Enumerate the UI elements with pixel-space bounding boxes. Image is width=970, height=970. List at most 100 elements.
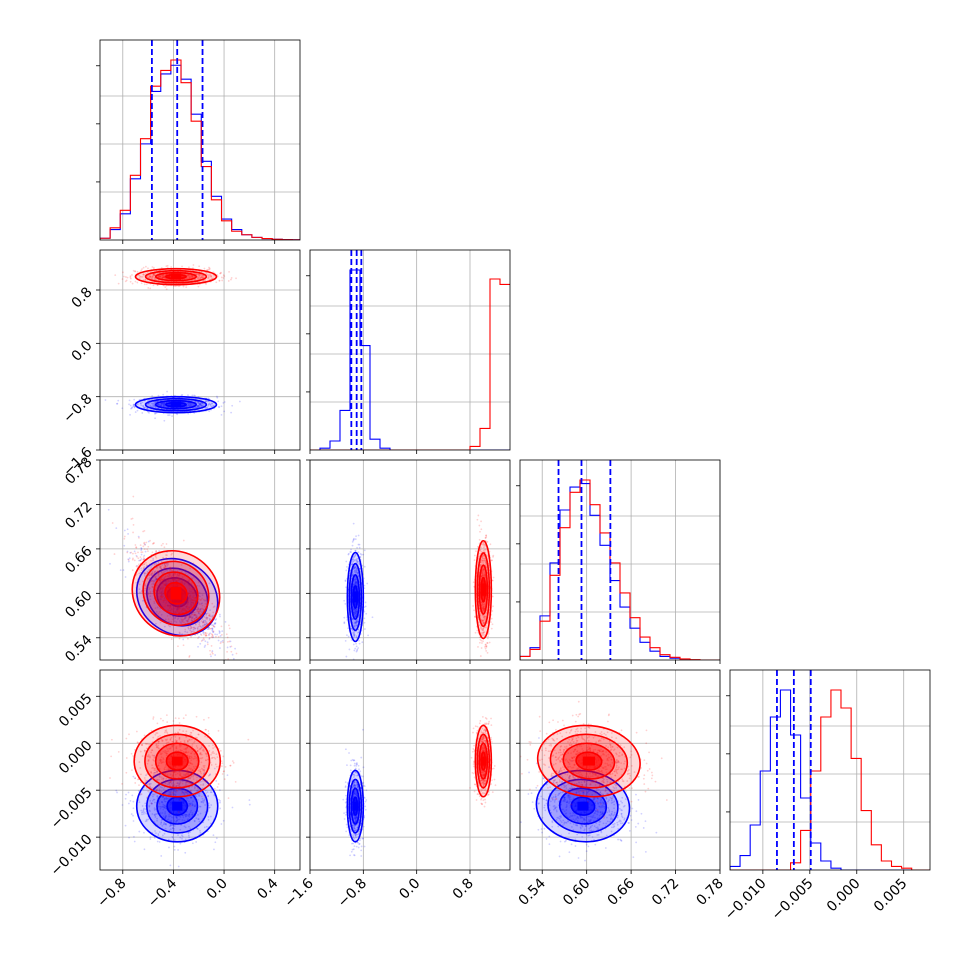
scatter-point-b xyxy=(188,571,190,574)
scatter-point-a xyxy=(197,607,200,610)
scatter-point-a xyxy=(124,824,127,827)
scatter-point-b xyxy=(142,266,145,269)
scatter-point-b xyxy=(227,280,230,282)
scatter-point-a xyxy=(192,628,195,631)
scatter-point-b xyxy=(194,634,197,636)
scatter-point-a xyxy=(162,393,165,396)
scatter-point-b xyxy=(162,599,164,602)
scatter-point-a xyxy=(356,546,358,549)
scatter-point-a xyxy=(356,559,359,562)
scatter-point-b xyxy=(162,276,164,278)
scatter-point-b xyxy=(186,605,188,608)
scatter-point-b xyxy=(198,620,201,623)
scatter-point-b xyxy=(203,633,205,636)
scatter-point-b xyxy=(206,643,209,646)
scatter-point-a xyxy=(183,618,186,621)
scatter-point-b xyxy=(201,276,204,279)
scatter-point-b xyxy=(198,585,201,587)
scatter-point-a xyxy=(141,599,144,602)
scatter-point-a xyxy=(352,633,355,636)
scatter-point-a xyxy=(209,403,212,406)
scatter-point-a xyxy=(179,842,182,845)
scatter-point-b xyxy=(138,568,141,571)
scatter-point-a xyxy=(165,562,168,565)
scatter-point-a xyxy=(123,544,126,547)
scatter-point-a xyxy=(198,612,200,614)
scatter-point-a xyxy=(152,559,154,562)
scatter-point-a xyxy=(362,553,365,556)
scatter-point-a xyxy=(201,602,204,605)
scatter-point-a xyxy=(152,582,155,585)
scatter-point-b xyxy=(180,611,182,614)
scatter-point-b xyxy=(113,553,116,555)
scatter-point-b xyxy=(197,602,200,605)
scatter-point-b xyxy=(145,564,148,567)
scatter-point-b xyxy=(160,596,163,599)
scatter-point-b xyxy=(167,609,170,611)
scatter-point-b xyxy=(179,615,182,617)
scatter-point-a xyxy=(159,579,161,582)
scatter-point-b xyxy=(163,571,165,573)
scatter-point-b xyxy=(212,625,215,628)
scatter-point-b xyxy=(187,626,190,629)
scatter-point-a xyxy=(221,639,224,642)
scatter-point-b xyxy=(196,273,199,276)
scatter-point-a xyxy=(132,807,135,810)
scatter-point-a xyxy=(135,554,138,557)
scatter-point-b xyxy=(190,631,193,633)
scatter-point-b xyxy=(161,596,163,599)
scatter-point-a xyxy=(145,407,148,409)
scatter-point-a xyxy=(364,605,367,608)
scatter-point-b xyxy=(131,558,134,561)
scatter-point-a xyxy=(157,394,160,397)
scatter-point-a xyxy=(193,611,196,614)
scatter-point-a xyxy=(115,527,118,530)
scatter-point-a xyxy=(345,586,347,589)
scatter-point-b xyxy=(174,611,177,614)
scatter-point-a xyxy=(124,797,127,800)
scatter-point-b xyxy=(194,278,197,281)
scatter-point-b xyxy=(207,626,210,629)
scatter-point-a xyxy=(172,573,175,576)
scatter-point-b xyxy=(163,566,166,569)
scatter-point-a xyxy=(353,632,356,635)
scatter-point-a xyxy=(169,604,172,607)
scatter-point-b xyxy=(188,587,191,590)
scatter-point-b xyxy=(208,267,211,270)
scatter-point-b xyxy=(186,619,189,622)
scatter-point-b xyxy=(151,551,154,554)
scatter-point-a xyxy=(354,582,356,585)
scatter-point-b xyxy=(230,645,233,648)
scatter-point-a xyxy=(154,622,157,625)
scatter-point-b xyxy=(141,564,144,566)
scatter-point-b xyxy=(200,634,203,636)
scatter-point-b xyxy=(204,632,207,634)
scatter-point-b xyxy=(145,585,148,588)
scatter-point-a xyxy=(351,540,354,543)
scatter-point-a xyxy=(215,618,218,620)
scatter-point-a xyxy=(163,404,166,407)
scatter-point-b xyxy=(179,607,181,610)
scatter-point-a xyxy=(219,615,221,618)
scatter-point-a xyxy=(199,625,202,628)
scatter-point-a xyxy=(148,411,150,414)
scatter-point-b xyxy=(190,604,193,607)
scatter-point-b xyxy=(194,613,197,616)
scatter-point-a xyxy=(143,566,146,568)
scatter-point-b xyxy=(160,274,163,277)
scatter-point-a xyxy=(211,650,214,652)
scatter-point-a xyxy=(200,403,203,406)
scatter-point-a xyxy=(195,841,198,843)
scatter-point-b xyxy=(208,614,211,617)
scatter-point-b xyxy=(228,270,230,273)
scatter-point-b xyxy=(122,275,125,278)
scatter-point-b xyxy=(170,266,173,268)
scatter-point-a xyxy=(169,605,172,607)
scatter-point-a xyxy=(193,403,196,406)
scatter-point-a xyxy=(191,592,194,595)
scatter-point-a xyxy=(186,620,189,623)
scatter-point-b xyxy=(165,543,168,545)
scatter-point-b xyxy=(164,599,167,602)
scatter-point-a xyxy=(208,626,210,629)
scatter-point-a xyxy=(163,597,166,600)
